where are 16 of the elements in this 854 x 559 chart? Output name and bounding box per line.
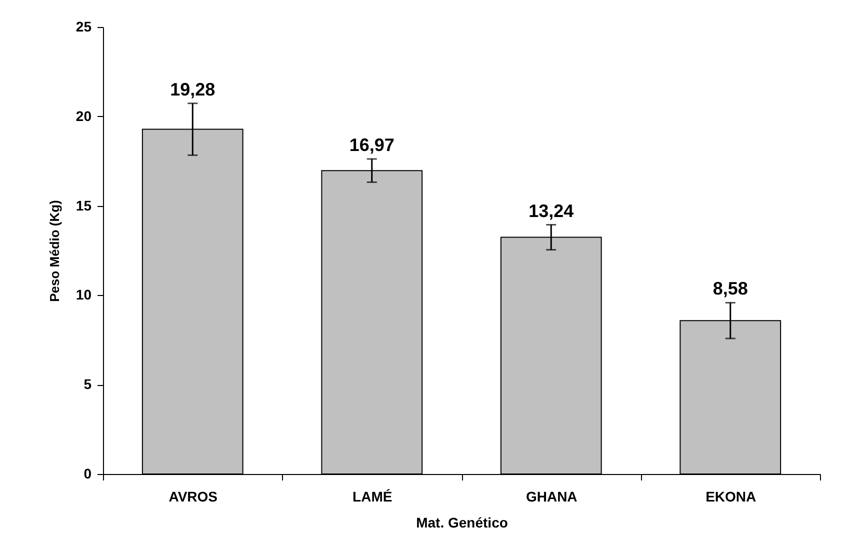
data-label: 16,97 [349, 134, 394, 155]
y-tick-label: 15 [76, 197, 92, 214]
x-axis-title: Mat. Genético [416, 514, 508, 530]
y-tick-label: 0 [84, 466, 92, 482]
y-tick-label: 20 [76, 108, 92, 124]
y-tick-label: 10 [76, 286, 92, 303]
y-tick-label: 25 [76, 18, 92, 34]
x-tick-label: LAMÉ [352, 488, 392, 504]
data-label: 13,24 [528, 200, 574, 221]
data-label: 19,28 [170, 79, 216, 100]
y-tick-label: 5 [84, 376, 92, 392]
y-axis-title: Peso Médio (Kg) [46, 200, 62, 302]
x-tick-label: AVROS [168, 488, 218, 504]
data-label: 8,58 [712, 278, 748, 299]
x-tick-label: GHANA [526, 488, 578, 504]
x-tick-label: EKONA [706, 488, 756, 504]
